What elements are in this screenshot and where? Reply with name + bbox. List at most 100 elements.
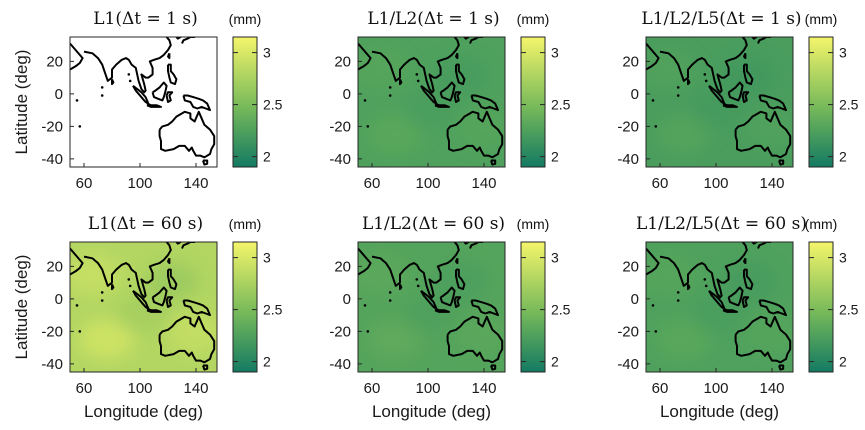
x-tick-label: 140 [759,175,784,192]
island-dot [676,94,680,97]
coast-asia [646,42,660,71]
island-dot [654,125,658,128]
island-dot [363,99,367,102]
colorbar-tick-label: 3 [551,45,559,61]
island-dot [415,278,419,281]
panel-3: 60 100 140 20 0 -20 -40 L1/L2/L5(Δt = 1 s) 2 2.5 3… [617,9,858,192]
colorbar-unit: (mm) [517,11,550,27]
colorbar-tick-label: 2.5 [551,97,571,113]
colorbar [232,36,258,168]
island-dot [676,86,680,89]
coast-phil [743,63,754,86]
coast-asia [358,42,372,71]
coast-newguinea [758,94,787,112]
coast-tasmania [778,159,785,166]
x-tick-label: 140 [759,380,784,397]
x-tick-label: 140 [183,175,208,192]
coast-java [146,102,162,108]
coast-phil [167,268,178,291]
coast-sumatra [708,85,726,105]
coast-japan [469,37,486,44]
coast-australia [734,315,792,364]
coast-sumatra [708,290,726,310]
island-dot [363,304,367,307]
y-tick-label: 0 [631,291,639,308]
axes-frame [357,241,506,373]
coast-korea [175,242,182,245]
coast-newguinea [182,299,211,317]
colorbar-tick-label: 2.5 [551,302,571,318]
x-tick-label: 140 [183,380,208,397]
coast-srilanka [687,78,691,86]
coast-korea [463,242,470,245]
x-tick-label: 60 [652,380,669,397]
coast-phil [455,268,466,291]
coast-java [722,307,738,313]
colorbar [520,36,546,168]
coast-japan [757,37,774,44]
y-axis-label: Latitude (deg) [12,255,31,360]
coast-sulawesi [741,296,750,308]
coast-korea [751,37,758,40]
coast-srilanka [111,78,115,86]
heatmap-field [646,242,793,372]
x-tick-label: 100 [703,175,728,192]
colorbar-tick-label: 2 [839,354,847,370]
colorbar-tick-label: 2 [263,149,271,165]
x-axis-label: Longitude (deg) [372,402,491,421]
y-tick-label: 20 [622,53,639,70]
colorbar-tick-label: 3 [263,250,271,266]
y-tick-label: 0 [343,86,351,103]
coast-australia [446,315,504,364]
island-dot [388,299,392,302]
heatmap-field [358,37,505,167]
x-axis-label: Longitude (deg) [84,402,203,421]
x-tick-label: 140 [471,175,496,192]
coast-java [146,307,162,313]
panel-6: 60 100 140 20 0 -20 -40 L1/L2/L5(Δt = 60 s) Long… [617,214,858,421]
axes-frame [645,36,794,168]
colorbar [808,241,834,373]
y-tick-label: -20 [41,323,63,340]
y-tick-label: 0 [631,86,639,103]
panel-title: L1/L2/L5(Δt = 60 s) [636,214,807,234]
panel-2: 60 100 140 20 0 -20 -40 L1/L2(Δt = 1 s) 2 2.5 3 (mm… [329,9,570,192]
y-tick-label: 0 [55,291,63,308]
coast-newguinea [758,299,787,317]
coast-tasmania [202,364,209,371]
island-dot [75,304,79,307]
coast-newguinea [470,299,499,317]
coast-borneo [439,286,456,307]
colorbar-unit: (mm) [517,216,550,232]
y-tick-label: 20 [334,258,351,275]
heatmap-field [70,242,217,372]
y-tick-label: -20 [617,323,639,340]
y-tick-label: -40 [41,356,63,373]
panel-4: 60 100 140 20 0 -20 -40 L1(Δt = 60 s) Latitude (… [12,214,283,421]
colorbar [232,241,258,373]
coast-newguinea [470,94,499,112]
coast-phil [743,268,754,291]
x-tick-label: 60 [76,380,93,397]
coast-taiwan [455,52,459,60]
coast-borneo [439,81,456,102]
coast-sumatra [420,290,438,310]
x-tick-label: 60 [364,380,381,397]
coast-borneo [151,286,168,307]
colorbar [520,241,546,373]
panel-title: L1/L2/L5(Δt = 1 s) [641,9,801,29]
island-dot [388,94,392,97]
island-dot [366,125,370,128]
y-tick-label: 20 [46,53,63,70]
coast-india [659,37,748,94]
y-tick-label: 20 [334,53,351,70]
colorbar-tick-label: 2 [551,149,559,165]
island-dot [128,79,132,83]
y-tick-label: -20 [41,118,63,135]
coastline [646,37,792,166]
colorbar-unit: (mm) [229,11,262,27]
coastline [70,242,216,371]
x-axis-label: Longitude (deg) [660,402,779,421]
colorbar-unit: (mm) [805,216,838,232]
x-tick-label: 60 [364,175,381,192]
